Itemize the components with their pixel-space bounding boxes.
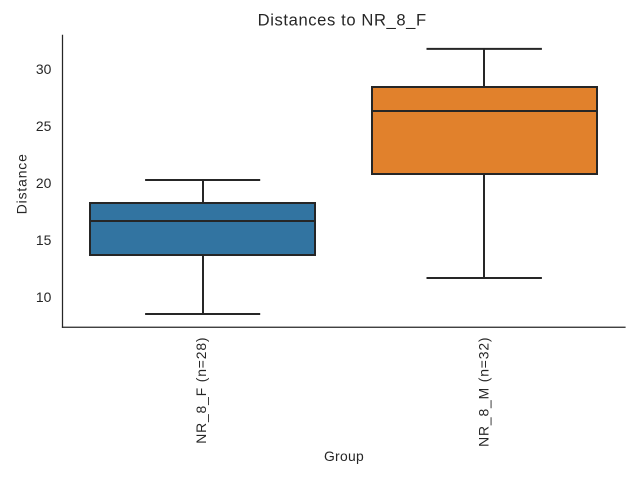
svg-text:Distance: Distance [14,153,30,214]
svg-text:NR_8_M (n=32): NR_8_M (n=32) [475,337,491,447]
svg-text:30: 30 [36,61,52,77]
svg-text:20: 20 [36,175,52,191]
svg-text:10: 10 [36,289,52,305]
svg-text:Group: Group [324,448,364,464]
svg-text:25: 25 [36,118,52,134]
svg-text:NR_8_F (n=28): NR_8_F (n=28) [193,337,209,444]
svg-text:15: 15 [36,232,52,248]
svg-text:Distances to NR_8_F: Distances to NR_8_F [258,10,427,29]
